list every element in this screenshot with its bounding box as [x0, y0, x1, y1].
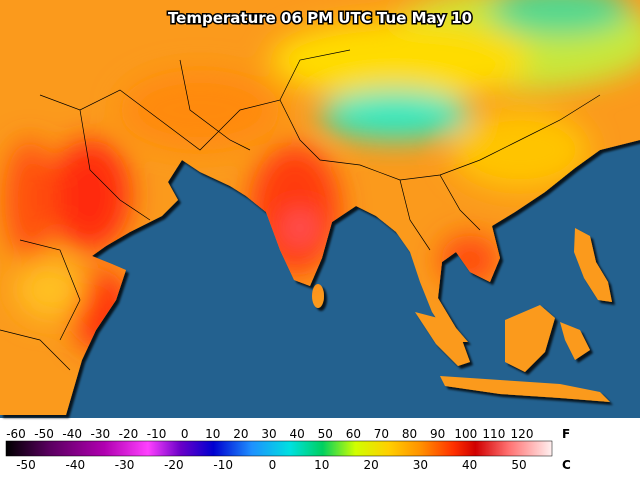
celsius-label: 20	[363, 458, 378, 472]
fahrenheit-label: 60	[346, 427, 361, 441]
borders	[0, 49, 601, 371]
fahrenheit-label: 80	[402, 427, 417, 441]
celsius-unit: C	[562, 458, 571, 472]
celsius-label: -20	[164, 458, 184, 472]
fahrenheit-label: 20	[233, 427, 248, 441]
celsius-label: 40	[462, 458, 477, 472]
fahrenheit-label: -60	[6, 427, 26, 441]
celsius-label: 30	[413, 458, 428, 472]
fahrenheit-label: 110	[482, 427, 505, 441]
celsius-label: -30	[115, 458, 135, 472]
celsius-label: 50	[511, 458, 526, 472]
fahrenheit-label: 30	[261, 427, 276, 441]
fahrenheit-label: -40	[62, 427, 82, 441]
map-title: Temperature 06 PM UTC Tue May 10	[168, 9, 472, 27]
celsius-label: -40	[65, 458, 85, 472]
fahrenheit-label: 100	[454, 427, 477, 441]
fahrenheit-unit: F	[562, 427, 570, 441]
celsius-label: 0	[269, 458, 277, 472]
fahrenheit-label: -10	[147, 427, 167, 441]
celsius-label: -10	[213, 458, 233, 472]
fahrenheit-label: -20	[119, 427, 139, 441]
fahrenheit-label: -30	[91, 427, 111, 441]
fahrenheit-label: 90	[430, 427, 445, 441]
color-bar	[5, 440, 553, 457]
fahrenheit-label: 50	[318, 427, 333, 441]
fahrenheit-label: 70	[374, 427, 389, 441]
fahrenheit-label: -50	[34, 427, 54, 441]
fahrenheit-label: 40	[289, 427, 304, 441]
fahrenheit-label: 0	[181, 427, 189, 441]
celsius-label: -50	[16, 458, 36, 472]
fahrenheit-label: 10	[205, 427, 220, 441]
fahrenheit-label: 120	[511, 427, 534, 441]
celsius-label: 10	[314, 458, 329, 472]
